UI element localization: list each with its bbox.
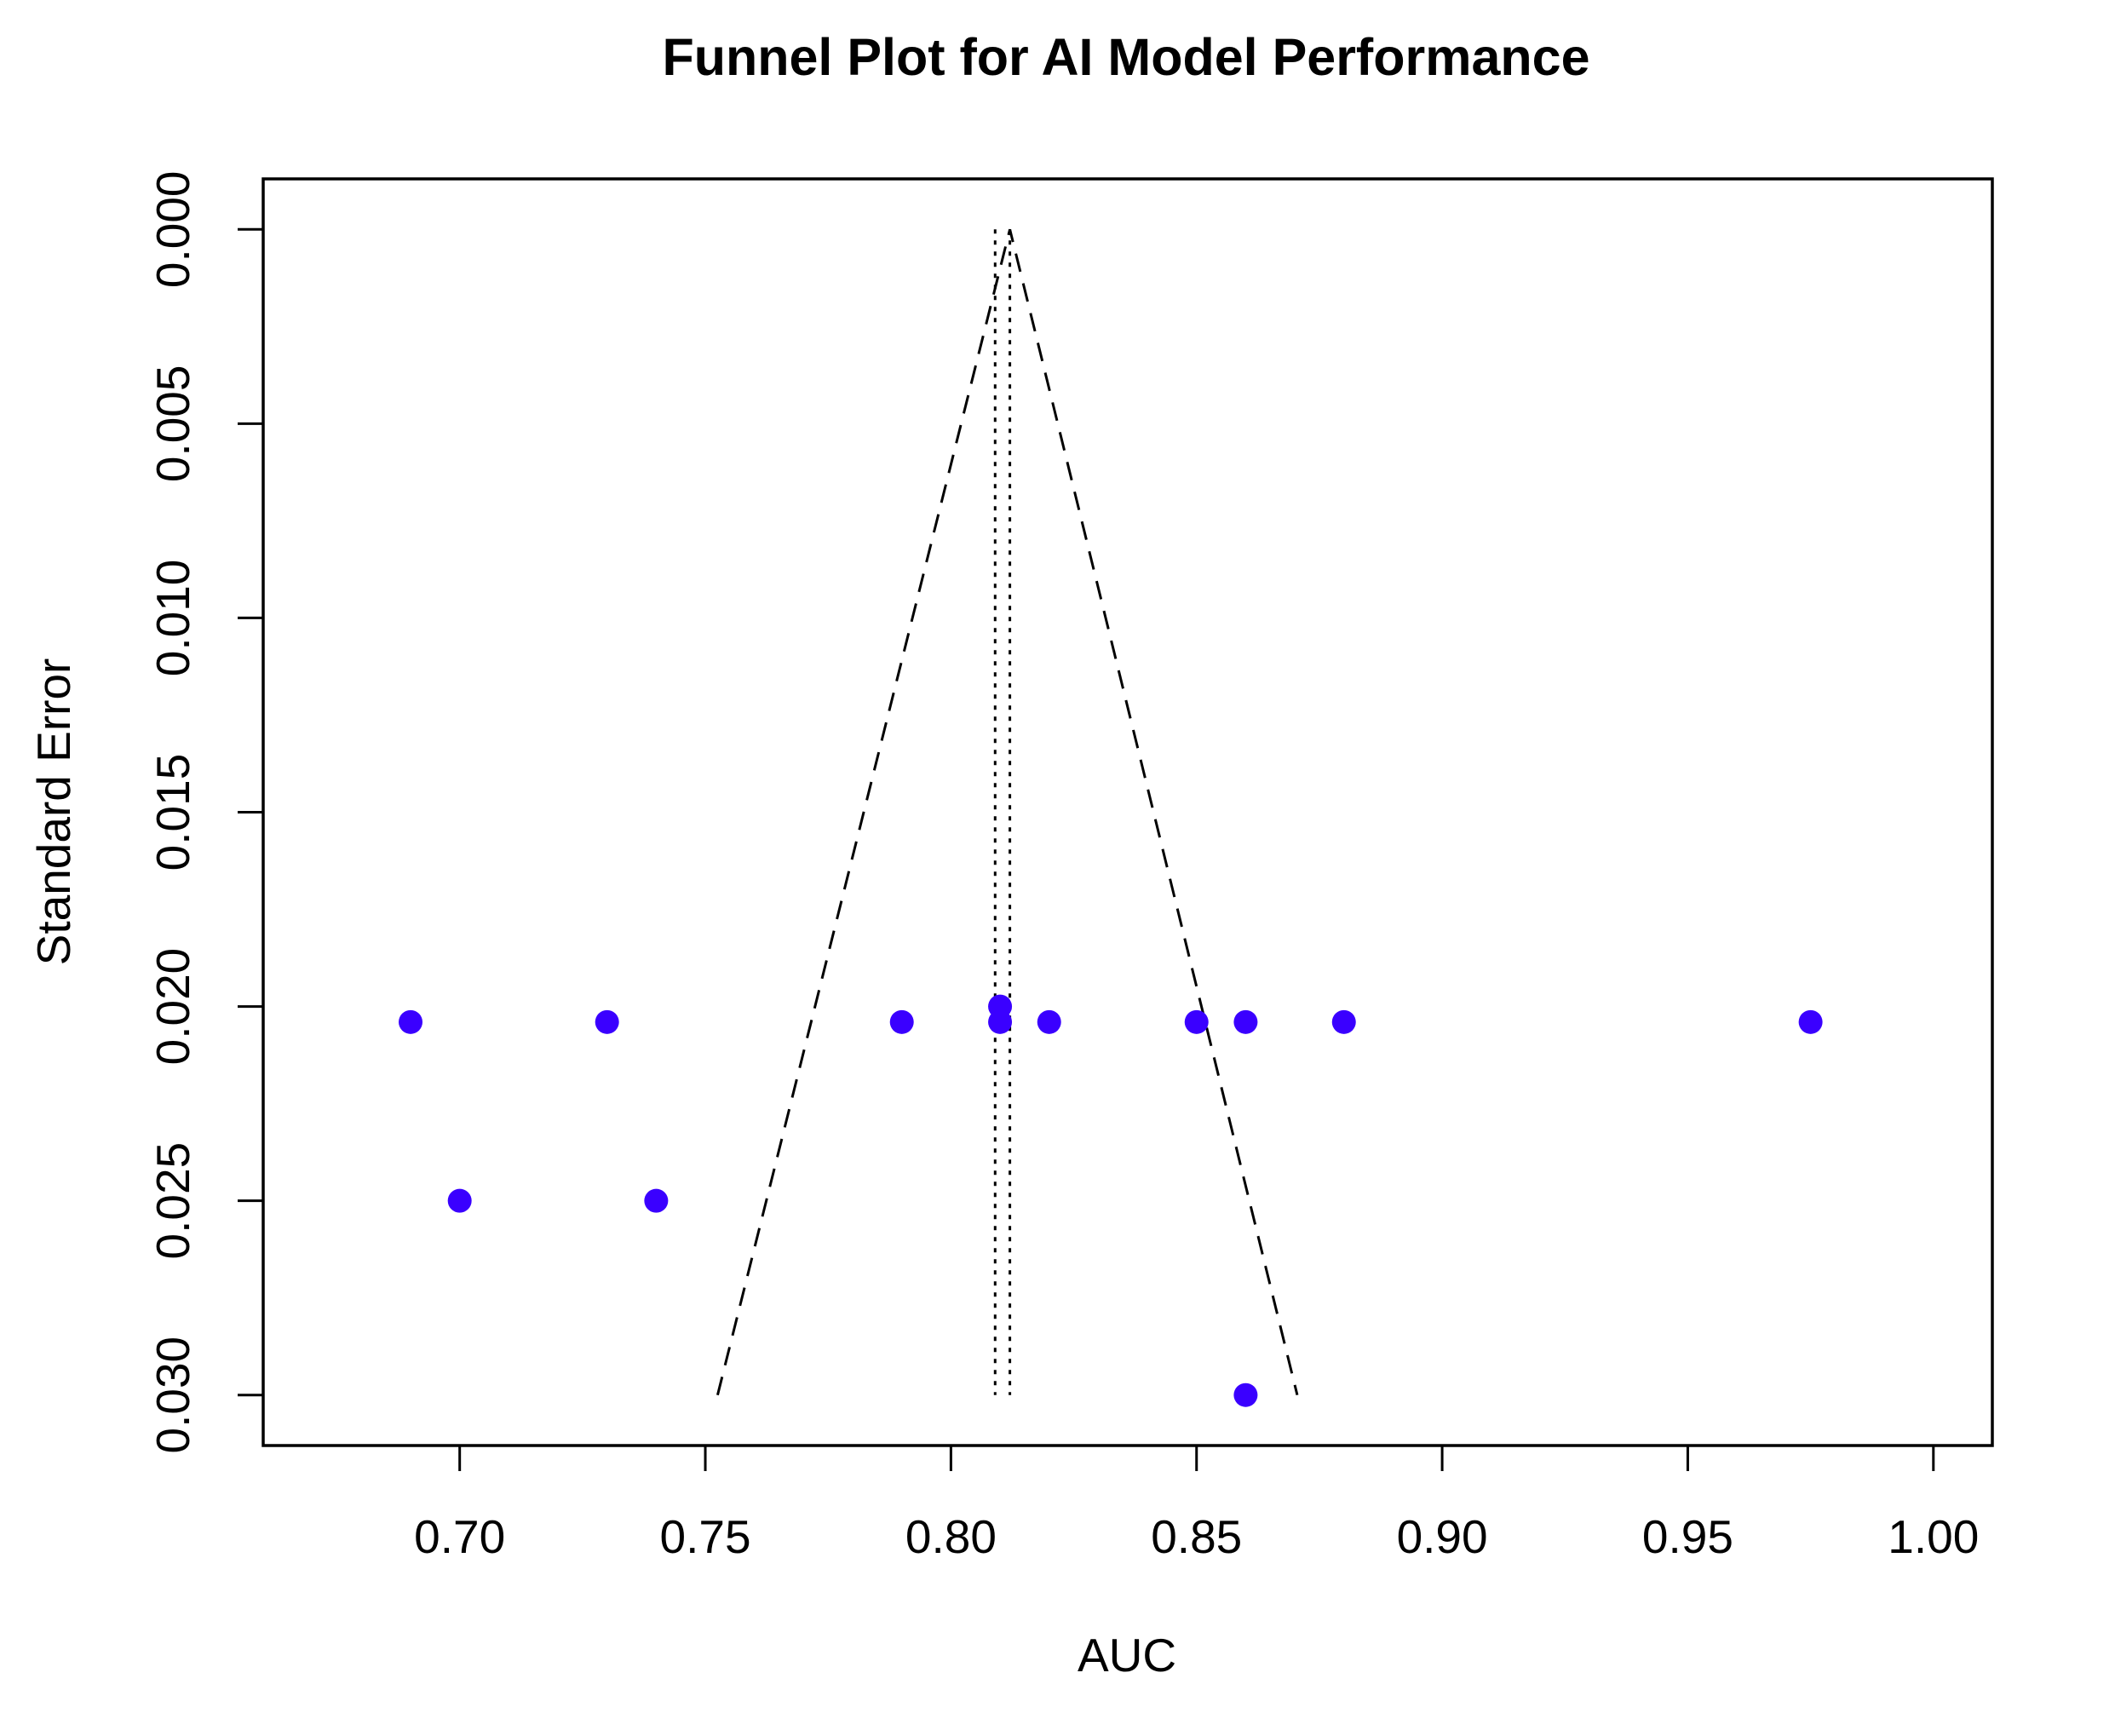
x-axis: 0.70 0.75 0.80 0.85 0.90 0.95 1.00: [414, 1444, 1979, 1563]
x-tick-label: 0.90: [1397, 1510, 1488, 1563]
data-point: [1233, 1382, 1258, 1407]
data-point: [644, 1188, 669, 1213]
data-point: [1798, 1009, 1823, 1034]
data-point: [1233, 1009, 1258, 1034]
x-axis-label: AUC: [1078, 1629, 1176, 1681]
data-point: [447, 1188, 472, 1213]
chart-title: Funnel Plot for AI Model Performance: [662, 28, 1589, 86]
plot-frame: [262, 177, 1994, 1447]
x-tick-label: 0.85: [1151, 1510, 1242, 1563]
data-point: [1037, 1009, 1061, 1034]
y-tick-label: 0.030: [147, 1336, 199, 1454]
data-point: [399, 1009, 423, 1034]
data-point: [889, 1009, 914, 1034]
data-point: [1331, 1009, 1356, 1034]
x-tick-label: 0.75: [660, 1510, 751, 1563]
y-tick-label: 0.015: [147, 754, 199, 871]
data-point: [988, 1009, 1013, 1034]
y-tick-label: 0.025: [147, 1142, 199, 1260]
y-tick-label: 0.005: [147, 365, 199, 483]
x-tick-label: 0.70: [414, 1510, 505, 1563]
data-point: [1184, 1009, 1209, 1034]
x-tick-label: 1.00: [1888, 1510, 1979, 1563]
plot-area: [399, 228, 1823, 1407]
y-axis-label: Standard Error: [27, 658, 80, 966]
data-point: [595, 1009, 619, 1034]
y-tick-label: 0.000: [147, 170, 199, 288]
y-tick-label: 0.020: [147, 948, 199, 1066]
x-tick-label: 0.80: [905, 1510, 997, 1563]
y-axis: 0.000 0.005 0.010 0.015 0.020 0.025 0.030: [147, 170, 265, 1454]
funnel-boundary: [716, 228, 1299, 1396]
x-tick-label: 0.95: [1642, 1510, 1733, 1563]
y-tick-label: 0.010: [147, 560, 199, 677]
